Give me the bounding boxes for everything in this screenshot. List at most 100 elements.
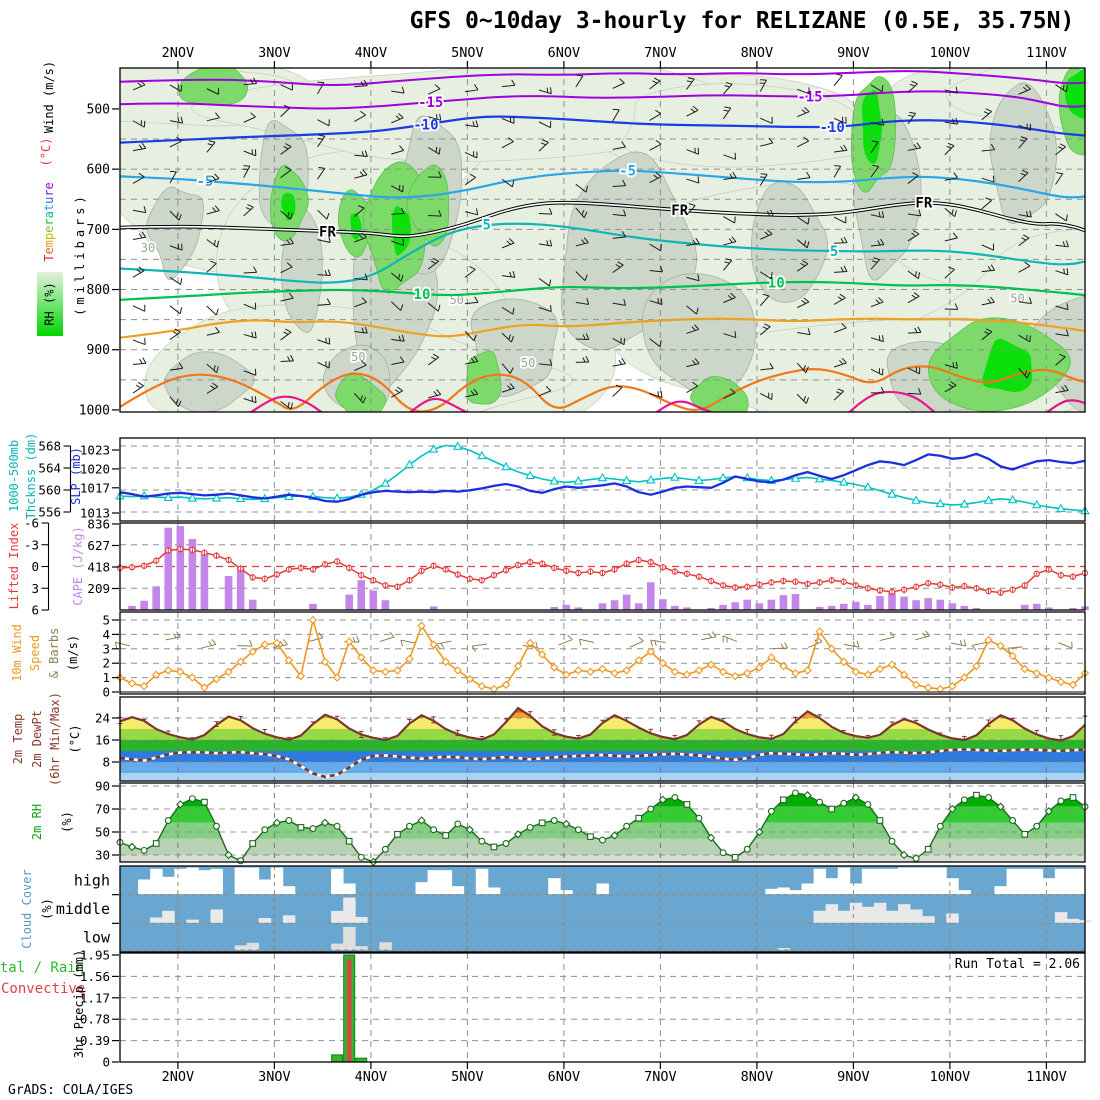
axis-label-cloud-pct: (%) (40, 898, 54, 920)
tick-label: 1000 (79, 403, 110, 418)
tick-label: 1017 (80, 480, 110, 495)
tick-label: -3 (24, 537, 39, 552)
axis-label-6hr-minmax: (6hr Min/Max) (48, 692, 62, 786)
temperature-letter: e (42, 225, 56, 233)
tick-label: 8 (102, 755, 110, 770)
axis-label-3hr-precip: 3hr Precip (mm) (72, 949, 86, 1059)
tick-label: 30 (95, 848, 110, 863)
tick-label: 50 (521, 356, 535, 370)
tick-label: 600 (87, 163, 110, 178)
contour-label: -15 (418, 95, 443, 111)
temperature-letter: T (42, 254, 56, 262)
axis-label-deg-c: (°C) (39, 137, 53, 167)
date-label-bottom: 8NOV (741, 1069, 774, 1085)
date-label-top: 9NOV (837, 45, 870, 61)
tick-label: 0 (31, 559, 39, 574)
contour-label: 5 (482, 218, 490, 234)
date-label-bottom: 3NOV (258, 1069, 291, 1085)
panel-wind10m (114, 612, 1090, 694)
temperature-letter: e (42, 182, 56, 190)
tick-label: 0.39 (80, 1033, 110, 1048)
axis-label-thickness-1: 1000-500mb (7, 439, 21, 513)
date-label-top: 5NOV (451, 45, 484, 61)
axis-label-cloud-cover: Cloud Cover (20, 869, 34, 949)
date-label-bottom: 5NOV (451, 1069, 484, 1085)
tick-label: 30 (141, 241, 155, 255)
contour-label: -10 (820, 120, 845, 136)
temperature-letter: p (42, 232, 56, 241)
date-label-top: 2NOV (162, 45, 195, 61)
date-label-top: 6NOV (548, 45, 581, 61)
tick-label: 1.95 (80, 948, 110, 963)
date-label-bottom: 2NOV (162, 1069, 195, 1085)
axis-label-barbs: & Barbs (47, 627, 61, 679)
temperature-letter: m (42, 240, 56, 248)
tick-label: 4 (102, 627, 110, 642)
date-label-top: 3NOV (258, 45, 291, 61)
date-label-bottom: 6NOV (548, 1069, 581, 1085)
axis-label-10m-wind: 10m Wind (10, 624, 24, 682)
tick-label: 900 (87, 343, 110, 358)
tick-label: 50 (1010, 292, 1024, 306)
legend-total-rain: Total / Rain (0, 960, 85, 976)
temperature-letter: t (42, 203, 56, 212)
temperature-letter: r (42, 189, 56, 197)
tick-label: 5 (102, 613, 110, 628)
panel-rh2m (116, 783, 1089, 867)
tick-label: 0 (102, 1055, 110, 1070)
contour-label: -5 (619, 164, 636, 180)
tick-label: 1.56 (80, 969, 110, 984)
run-total: Run Total = 2.06 (954, 957, 1080, 972)
axis-label-speed: Speed (28, 634, 42, 672)
axis-label-2m-rh: 2m RH (30, 803, 44, 841)
contour-label: -5 (196, 174, 213, 190)
axis-label-rh: RH (%) (43, 282, 58, 326)
tick-label: -6 (24, 516, 39, 531)
cloud-row-label: low (83, 929, 111, 947)
tick-label: 50 (351, 350, 365, 364)
tick-label: 70 (95, 802, 110, 817)
tick-label: 90 (95, 779, 110, 794)
contour-label: 10 (414, 287, 431, 303)
tick-label: 0 (102, 685, 110, 700)
tick-label: 836 (87, 516, 110, 531)
date-label-bottom: 9NOV (837, 1069, 870, 1085)
axis-label-wind-ms: Wind (m/s) (42, 60, 56, 134)
contour-label: FR (915, 195, 932, 211)
cloud-row-label: middle (56, 900, 110, 918)
tick-label: 1 (102, 670, 110, 685)
legend-convective: Convective (1, 981, 86, 997)
date-label-bottom: 7NOV (644, 1069, 677, 1085)
date-label-bottom: 10NOV (930, 1069, 971, 1085)
tick-label: 1023 (80, 443, 110, 458)
axis-label-thickness-2: Thcknss (dm) (24, 432, 38, 520)
date-label-bottom: 4NOV (355, 1069, 388, 1085)
contour-label: 5 (830, 244, 838, 260)
tick-label: 1013 (80, 506, 110, 521)
axis-label-2m-temp: 2m Temp (11, 713, 25, 765)
date-label-top: 4NOV (355, 45, 388, 61)
panel-slp-thickness (115, 438, 1090, 521)
date-label-top: 11NOV (1026, 45, 1067, 61)
tick-label: 50 (95, 825, 110, 840)
temperature-letter: u (42, 196, 56, 204)
date-label-top: 7NOV (644, 45, 677, 61)
axis-label-rh-pct: (%) (60, 811, 74, 833)
tick-label: 800 (87, 283, 110, 298)
panel-temp-dew (117, 697, 1088, 781)
tick-label: 0.78 (80, 1012, 110, 1027)
cloud-row-label: high (74, 871, 110, 889)
panel-cape-li (116, 523, 1089, 610)
tick-label: 1020 (80, 461, 110, 476)
tick-label: 3 (102, 641, 110, 656)
tick-label: 556 (38, 505, 61, 520)
tick-label: 627 (87, 538, 110, 553)
tick-label: 6 (31, 603, 39, 618)
tick-label: 16 (95, 733, 110, 748)
tick-label: 418 (87, 559, 110, 574)
axis-label-deg-c-2m: (°C) (68, 724, 82, 754)
contour-label: FR (671, 203, 688, 219)
tick-label: 209 (87, 581, 110, 596)
axis-label-cape: CAPE (J/kg) (71, 526, 85, 606)
